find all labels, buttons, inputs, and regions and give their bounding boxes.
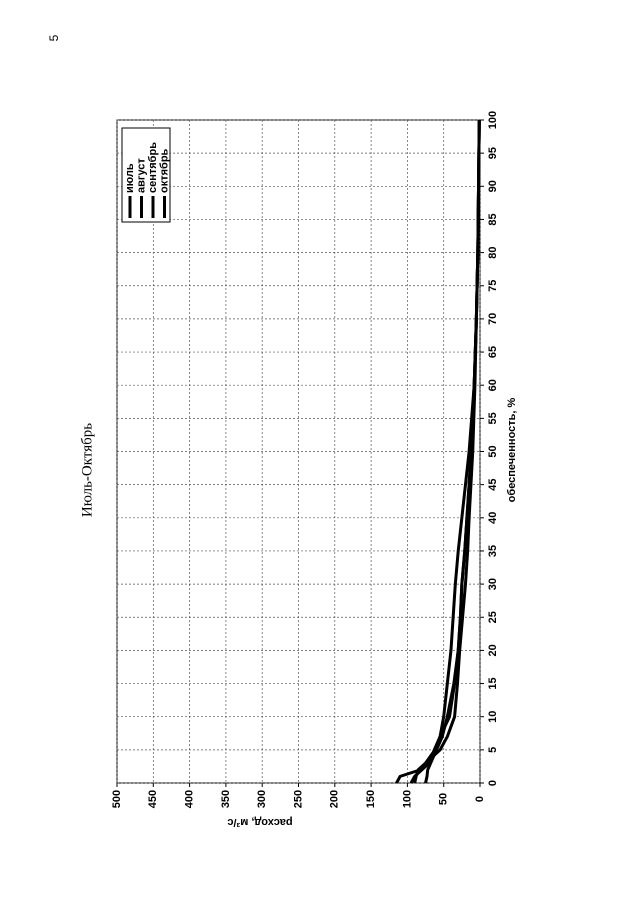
legend-label: октябрь	[158, 148, 170, 193]
y-tick-label: 500	[111, 790, 123, 808]
y-tick-label: 100	[401, 790, 413, 808]
legend-label: сентябрь	[147, 142, 159, 193]
x-tick-label: 65	[487, 346, 499, 358]
legend-label: август	[135, 158, 147, 193]
chart-title: Июль-Октябрь	[79, 423, 95, 517]
x-tick-label: 25	[487, 611, 499, 623]
x-tick-label: 10	[487, 711, 499, 723]
x-tick-label: 5	[487, 747, 499, 753]
x-tick-label: 75	[487, 280, 499, 292]
y-tick-label: 200	[329, 790, 341, 808]
y-tick-label: 450	[147, 790, 159, 808]
series-line	[424, 119, 481, 784]
y-tick-label: 150	[365, 790, 377, 808]
y-tick-label: 350	[220, 790, 232, 808]
x-axis-label: обеспеченность, %	[506, 397, 518, 502]
x-tick-label: 0	[487, 780, 499, 786]
y-axis-label: расход, м³/с	[227, 816, 292, 828]
y-tick-label: 0	[474, 796, 486, 802]
page-number: 5	[47, 34, 61, 41]
y-tick-label: 250	[292, 790, 304, 808]
x-tick-label: 20	[487, 644, 499, 656]
x-tick-label: 55	[487, 412, 499, 424]
x-tick-label: 50	[487, 445, 499, 457]
x-tick-label: 15	[487, 677, 499, 689]
x-tick-label: 70	[487, 313, 499, 325]
x-tick-label: 40	[487, 512, 499, 524]
x-tick-label: 100	[487, 111, 499, 129]
x-tick-label: 35	[487, 545, 499, 557]
y-tick-label: 50	[438, 793, 450, 805]
x-tick-label: 95	[487, 147, 499, 159]
x-tick-label: 90	[487, 180, 499, 192]
x-tick-label: 45	[487, 479, 499, 491]
legend-label: июль	[124, 163, 136, 193]
x-tick-label: 85	[487, 213, 499, 225]
x-tick-label: 60	[487, 379, 499, 391]
y-tick-label: 400	[184, 790, 196, 808]
x-tick-label: 30	[487, 578, 499, 590]
y-tick-label: 300	[256, 790, 268, 808]
x-tick-label: 80	[487, 246, 499, 258]
